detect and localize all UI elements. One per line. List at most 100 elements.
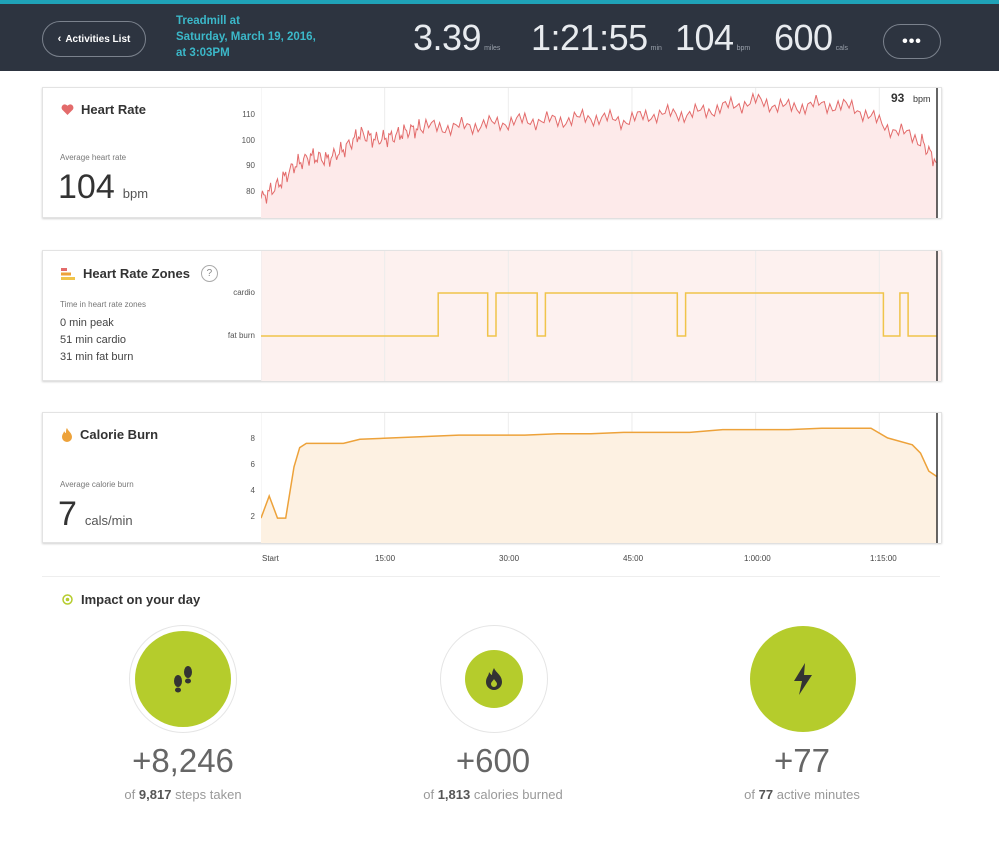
steps-prefix: of: [124, 787, 136, 802]
x-tick: 45:00: [623, 554, 644, 563]
zone-fat-burn: 31 min fat burn: [60, 351, 134, 363]
steps-ring: [129, 625, 237, 733]
chevron-left-icon: ‹: [57, 33, 62, 45]
active-minutes-total: 77: [758, 787, 774, 802]
x-tick: Start: [262, 554, 279, 563]
heart-rate-chart[interactable]: 93 bpm: [261, 88, 941, 218]
calories-caption: of 1,813 calories burned: [373, 787, 613, 802]
heart-rate-avg: 104 bpm: [58, 168, 148, 207]
stat-heart-rate-unit: bpm: [736, 45, 751, 52]
hr-y-tick: 110: [242, 110, 255, 119]
calorie-avg-label: Average calorie burn: [60, 480, 134, 489]
more-options-button[interactable]: •••: [883, 24, 941, 59]
zone-y-tick: cardio: [233, 288, 255, 297]
hr-y-tick: 80: [246, 187, 255, 196]
stat-calories: 600 cals: [774, 17, 848, 59]
steps-value: +8,246: [132, 742, 234, 779]
more-icon: •••: [902, 32, 922, 50]
target-icon: [62, 594, 73, 605]
heart-rate-panel: Heart Rate Average heart rate 104 bpm 11…: [42, 87, 942, 218]
hr-y-tick: 90: [246, 161, 255, 170]
flame-icon: [62, 427, 72, 442]
cal-y-tick: 4: [250, 486, 255, 495]
hr-y-tick: 100: [241, 136, 255, 145]
active-minutes-caption: of 77 active minutes: [682, 787, 922, 802]
cal-y-tick: 6: [250, 460, 255, 469]
calories-value: +600: [455, 742, 531, 779]
zone-y-tick: fat burn: [227, 331, 255, 340]
activities-list-button[interactable]: ‹ Activities List: [42, 21, 146, 57]
stat-heart-rate-value: 104: [675, 17, 734, 58]
calorie-avg: 7 cals/min: [58, 495, 133, 534]
steps-caption: of 9,817 steps taken: [63, 787, 303, 802]
section-divider: [42, 576, 940, 577]
zones-icon: [61, 267, 75, 280]
heart-rate-zones-panel: Heart Rate Zones ? Time in heart rate zo…: [42, 250, 942, 381]
calories-suffix: calories burned: [473, 787, 563, 802]
calories-progress: [465, 650, 523, 708]
hr-current-unit: bpm: [913, 94, 931, 104]
heart-rate-area: [261, 93, 937, 218]
calorie-title-text: Calorie Burn: [80, 427, 159, 442]
stat-calories-unit: cals: [835, 45, 849, 52]
active-minutes-suffix: active minutes: [776, 787, 860, 802]
zone-cardio: 51 min cardio: [60, 334, 127, 346]
title-line-2: Saturday, March 19, 2016,: [176, 31, 316, 43]
heart-rate-avg-value: 104: [58, 168, 115, 206]
heart-rate-line: [261, 91, 938, 204]
stat-distance-unit: miles: [484, 45, 501, 52]
active-minutes-ring: [749, 625, 857, 733]
zones-sub-label: Time in heart rate zones: [60, 300, 146, 309]
activities-list-label: Activities List: [65, 33, 131, 45]
footsteps-icon: [174, 666, 192, 693]
calorie-avg-value: 7: [58, 495, 77, 533]
lightning-icon: [794, 663, 812, 695]
calorie-line: [261, 427, 938, 519]
calories-ring: [440, 625, 548, 733]
stat-duration-unit: min: [650, 45, 662, 52]
heart-rate-avg-label: Average heart rate: [60, 153, 127, 162]
stat-calories-value: 600: [774, 17, 833, 58]
x-tick: 15:00: [375, 554, 396, 563]
zones-title: Heart Rate Zones ?: [61, 265, 218, 282]
stat-heart-rate: 104 bpm: [675, 17, 750, 59]
impact-title-text: Impact on your day: [81, 592, 201, 607]
zone-gridlines: [261, 251, 880, 381]
stat-distance: 3.39 miles: [413, 17, 500, 59]
x-tick: 1:00:00: [744, 554, 771, 563]
zone-line: [261, 292, 937, 337]
heart-rate-zones-chart[interactable]: [261, 251, 941, 381]
active-minutes-progress: [750, 626, 856, 732]
steps-total: 9,817: [138, 787, 172, 802]
heart-icon: [61, 103, 74, 115]
steps-suffix: steps taken: [175, 787, 242, 802]
calorie-title: Calorie Burn: [61, 427, 158, 442]
zone-peak: 0 min peak: [60, 317, 114, 329]
title-line-1: Treadmill at: [176, 15, 240, 27]
help-icon[interactable]: ?: [200, 265, 218, 282]
impact-title: Impact on your day: [62, 592, 200, 607]
calorie-burn-panel: Calorie Burn Average calorie burn 7 cals…: [42, 412, 942, 543]
flame-icon: [486, 668, 502, 690]
calories-prefix: of: [423, 787, 435, 802]
x-tick: 1:15:00: [870, 554, 897, 563]
title-line-3: at 3:03PM: [176, 47, 230, 59]
heart-rate-title-text: Heart Rate: [81, 102, 147, 117]
hr-current-value: 93: [891, 91, 905, 105]
stat-duration-value: 1:21:55: [531, 17, 648, 58]
stat-distance-value: 3.39: [413, 17, 482, 58]
activity-title: Treadmill at Saturday, March 19, 2016, a…: [176, 13, 356, 61]
steps-progress: [135, 631, 231, 727]
calorie-avg-unit: cals/min: [84, 513, 133, 528]
active-minutes-value: +77: [774, 742, 830, 779]
calorie-area: [261, 428, 937, 543]
heart-rate-avg-unit: bpm: [122, 186, 149, 201]
cal-y-tick: 8: [250, 434, 255, 443]
stat-duration: 1:21:55 min: [531, 17, 662, 59]
calories-total: 1,813: [437, 787, 471, 802]
active-minutes-prefix: of: [744, 787, 756, 802]
calorie-burn-chart[interactable]: [261, 413, 941, 543]
x-tick: 30:00: [499, 554, 520, 563]
activity-header: ‹ Activities List Treadmill at Saturday,…: [0, 0, 999, 71]
zones-title-text: Heart Rate Zones: [83, 266, 190, 281]
